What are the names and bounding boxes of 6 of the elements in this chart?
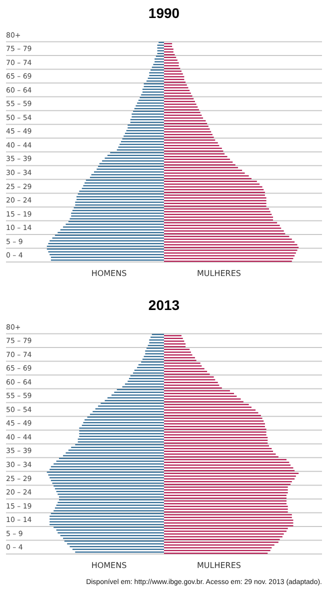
series-label: MULHERES — [197, 269, 241, 278]
chart-title: 2013 — [148, 297, 180, 313]
series-label: HOMENS — [91, 269, 127, 278]
chart-title: 1990 — [148, 5, 180, 21]
series-label: MULHERES — [197, 561, 241, 570]
series-label: HOMENS — [91, 561, 127, 570]
